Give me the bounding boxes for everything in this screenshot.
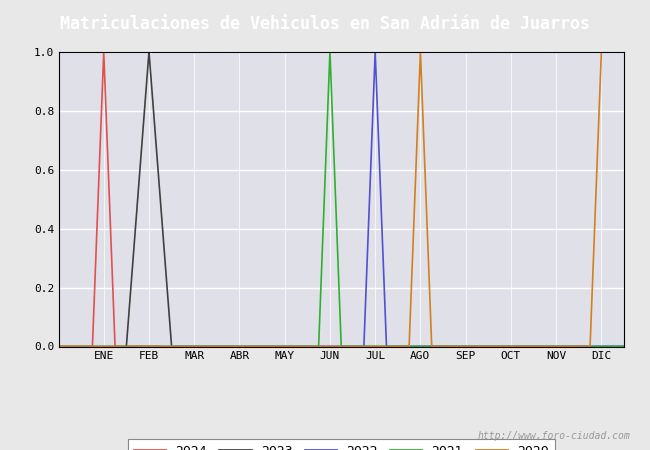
Text: Matriculaciones de Vehiculos en San Adrián de Juarros: Matriculaciones de Vehiculos en San Adri… (60, 14, 590, 33)
Text: http://www.foro-ciudad.com: http://www.foro-ciudad.com (478, 431, 630, 441)
Legend: 2024, 2023, 2022, 2021, 2020: 2024, 2023, 2022, 2021, 2020 (128, 439, 554, 450)
